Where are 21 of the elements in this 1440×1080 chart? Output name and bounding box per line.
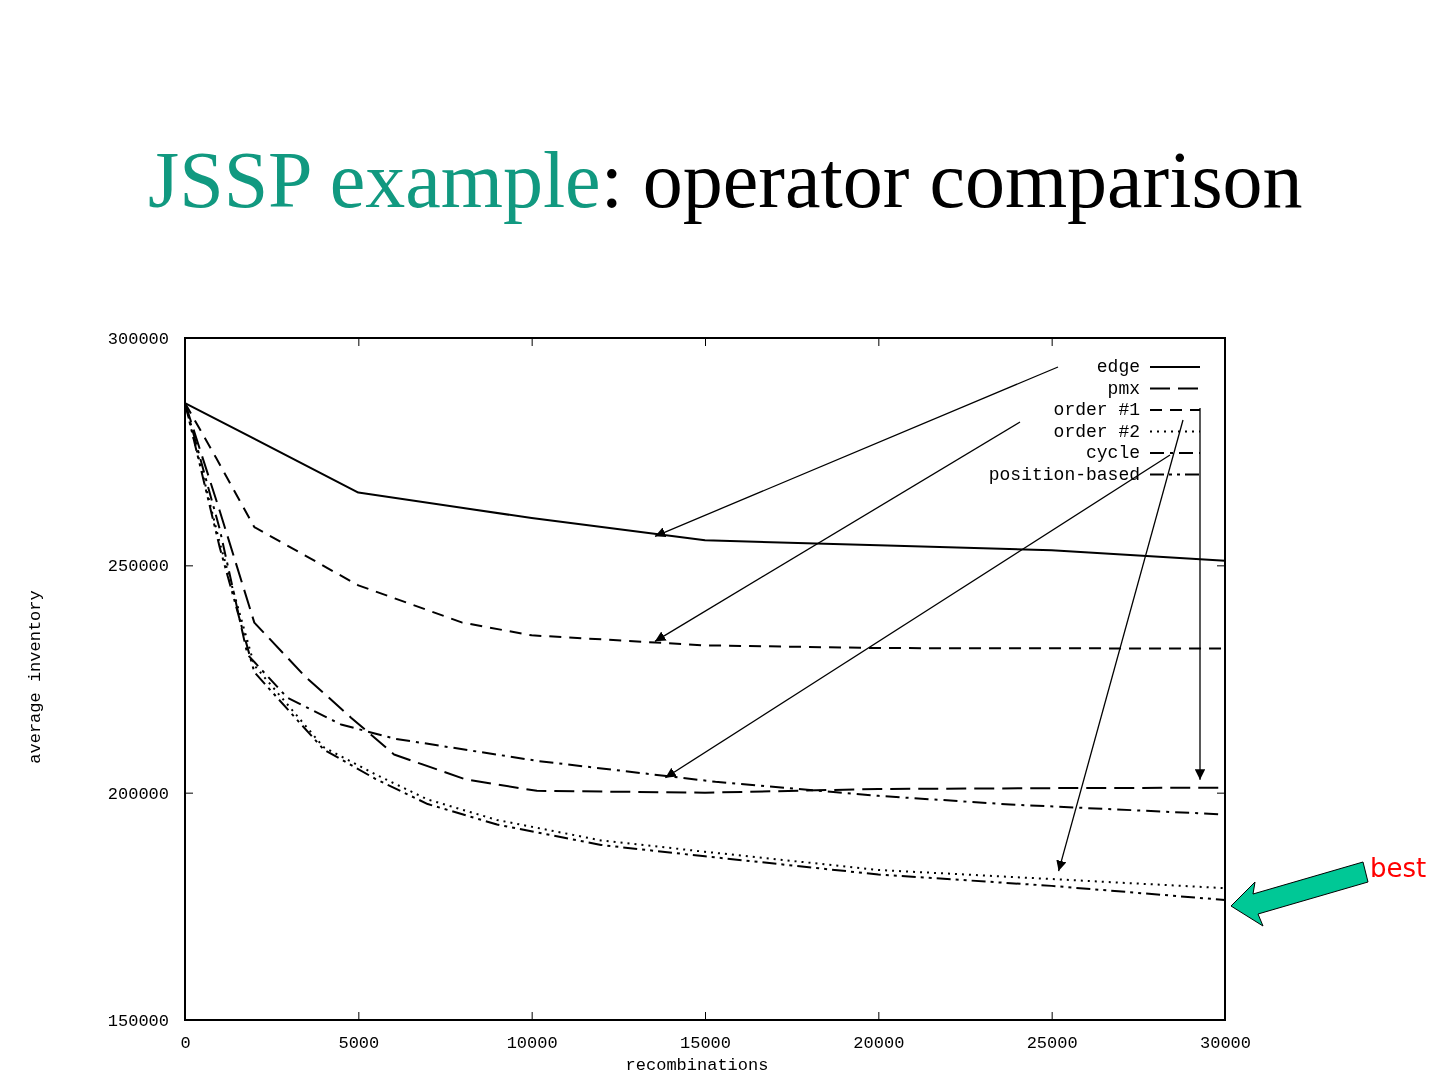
y-axis-title: average inventory	[26, 590, 45, 764]
y-tick-label: 300000	[107, 329, 169, 349]
legend-label: order #1	[1053, 400, 1140, 420]
legend-label: order #2	[1053, 421, 1140, 442]
x-tick-label: 15000	[679, 1034, 732, 1054]
x-tick-label: 25000	[1026, 1034, 1078, 1054]
text: best	[1370, 853, 1427, 883]
y-tick-label: 200000	[107, 784, 169, 804]
legend-label: position-based	[988, 464, 1140, 485]
x-tick-label: 30000	[1199, 1034, 1252, 1054]
x-axis-title: recombinations	[625, 1056, 769, 1075]
x-tick-label: 10000	[506, 1034, 558, 1054]
y-tick-label: 150000	[107, 1011, 169, 1031]
legend-label: pmx	[1107, 378, 1140, 399]
x-tick-label: 20000	[853, 1034, 905, 1054]
x-tick-label: 0	[180, 1034, 191, 1054]
x-tick-label: 5000	[338, 1034, 380, 1054]
legend-label: cycle	[1085, 443, 1140, 463]
y-tick-label: 250000	[107, 557, 169, 577]
chart-title: JSSP example: operator comparison	[148, 136, 1303, 224]
legend-label: edge	[1096, 357, 1140, 377]
